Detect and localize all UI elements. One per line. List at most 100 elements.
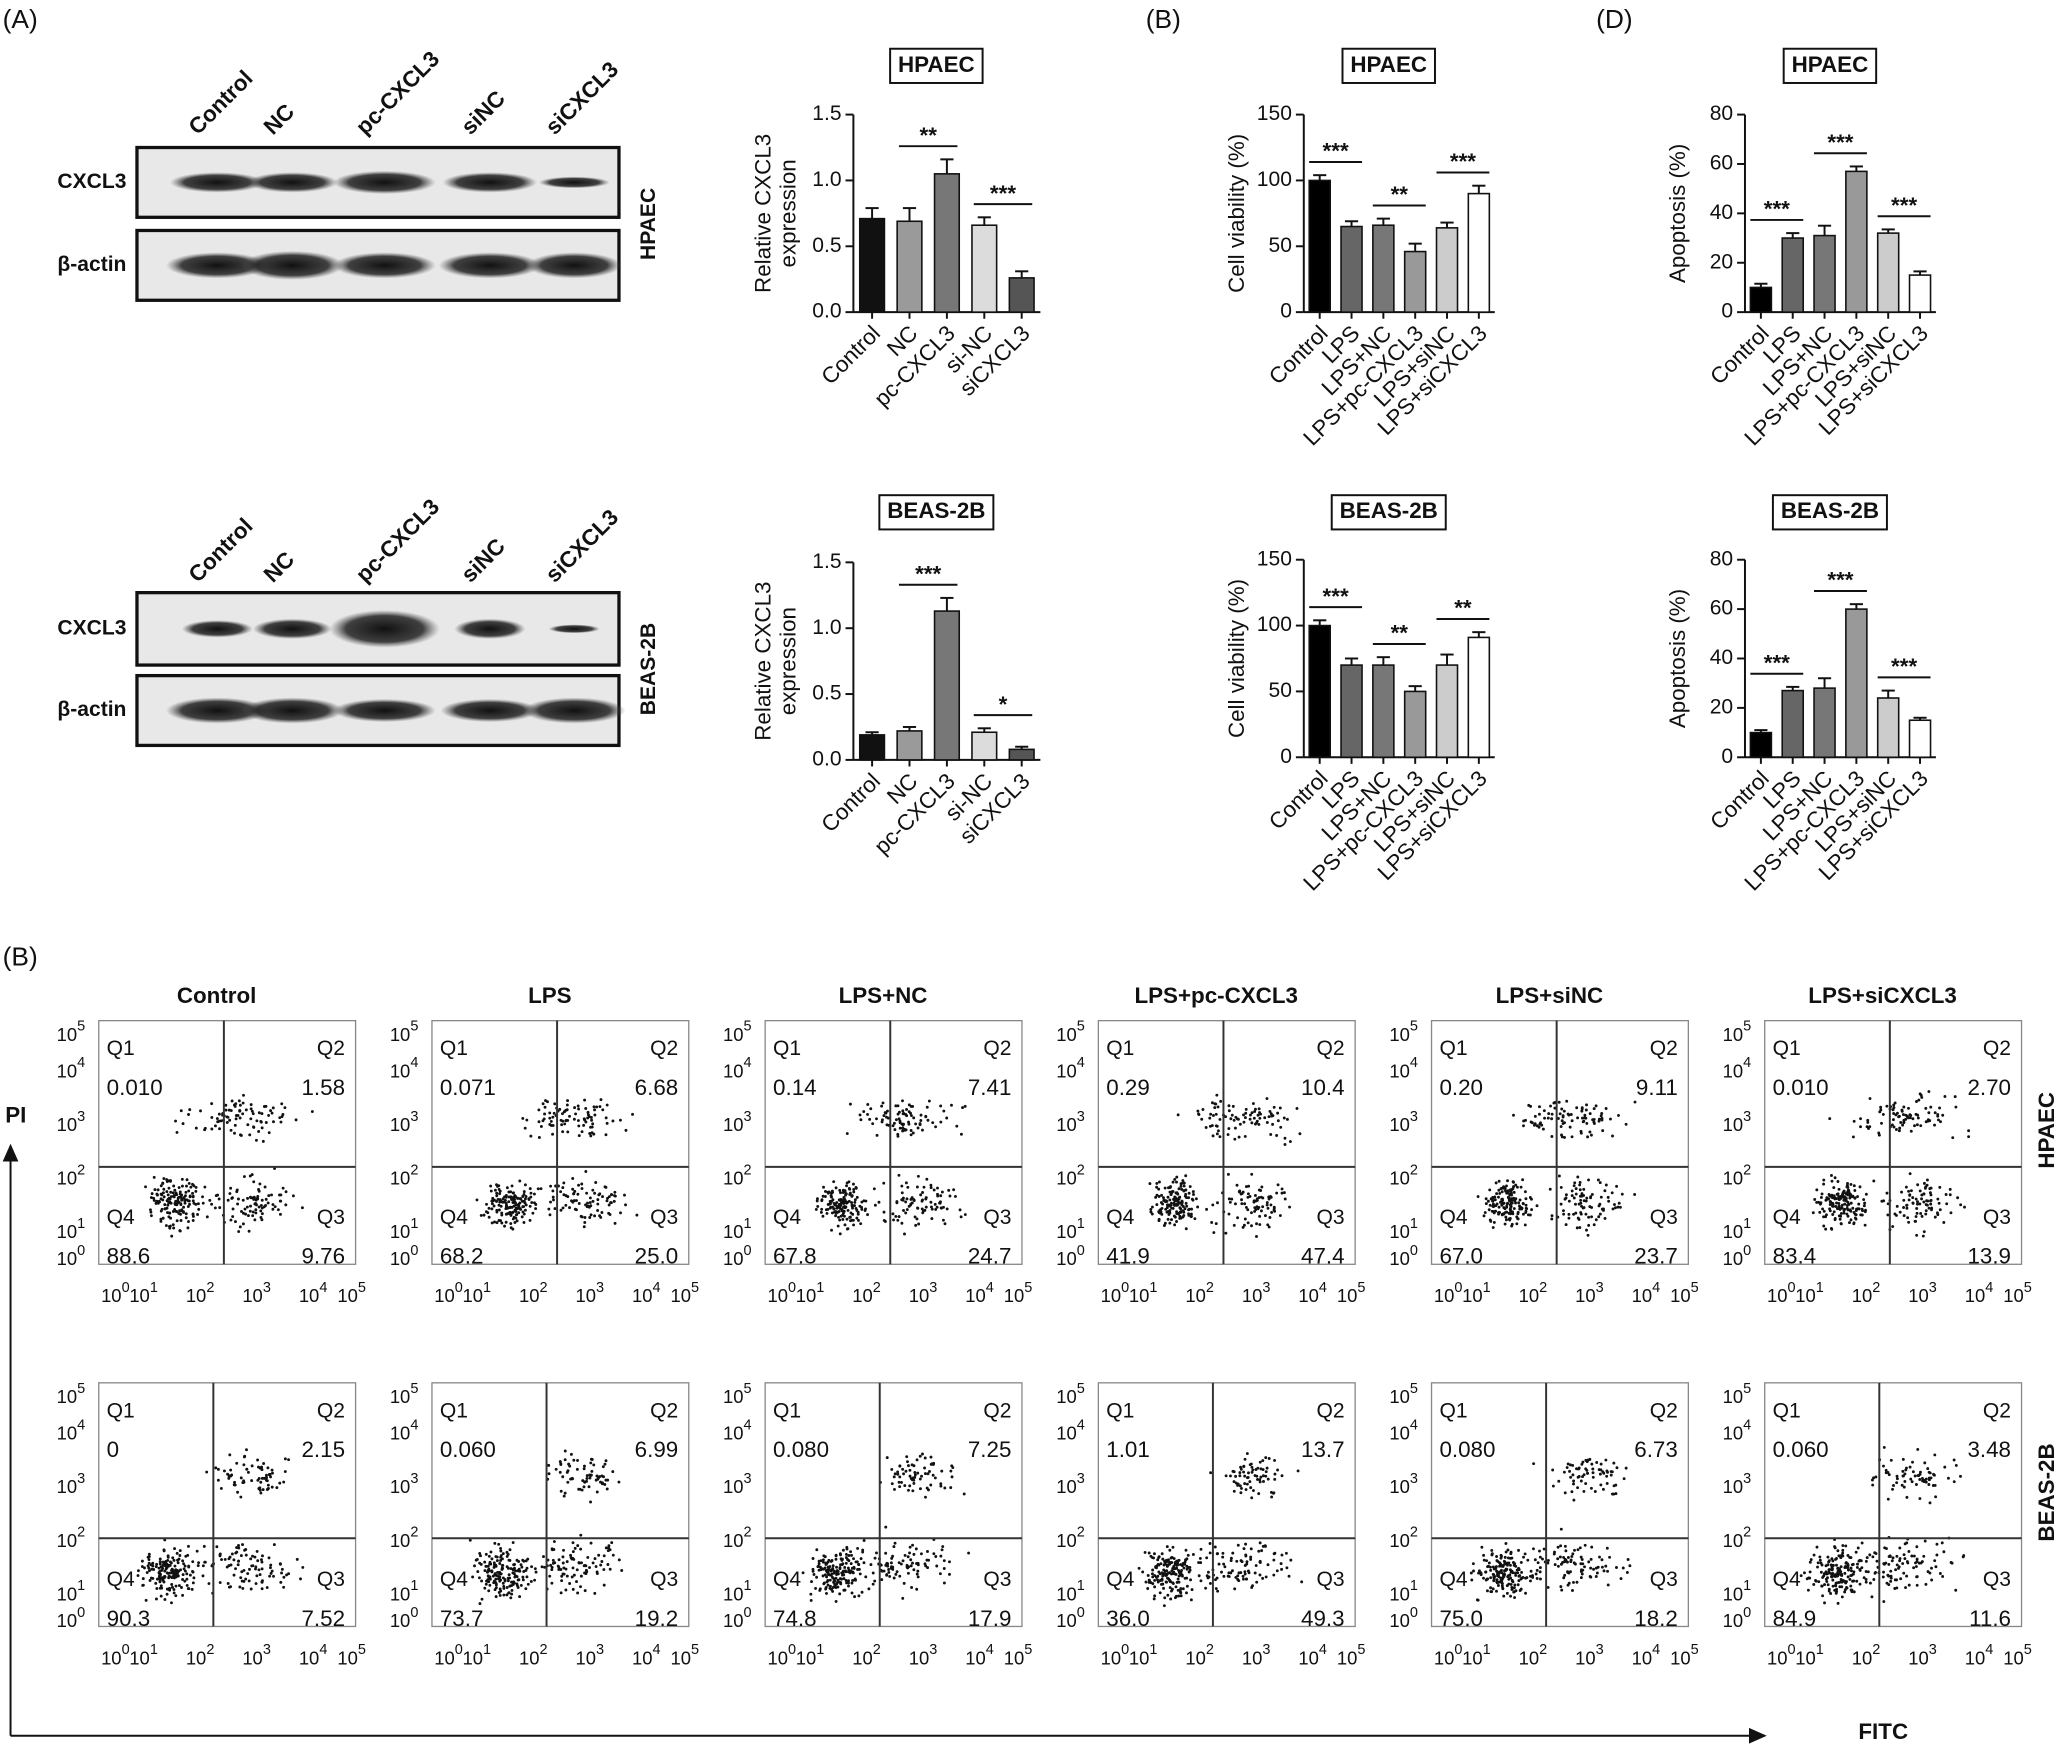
event-dot [1187,1191,1191,1195]
event-dot [225,1565,229,1569]
event-dot [908,1551,912,1555]
event-dot [529,1191,533,1195]
significance-label: * [999,692,1008,717]
event-dot [1168,1198,1172,1202]
event-dot [601,1465,605,1469]
event-dot [1210,1220,1214,1224]
event-dot [1885,1104,1889,1108]
event-dot [216,1120,220,1124]
event-dot [845,1132,849,1136]
event-dot [931,1121,935,1125]
event-dot [602,1568,606,1571]
significance-label: *** [1827,568,1853,593]
event-dot [1165,1564,1169,1568]
condition-label: LPS [528,983,572,1008]
tick-exponent: 1 [410,1216,418,1232]
event-dot [235,1461,239,1465]
event-dot [1146,1587,1150,1590]
tick-base: 10 [909,1647,930,1668]
event-dot [192,1184,196,1188]
event-dot [1853,1212,1857,1216]
event-dot [1588,1205,1592,1209]
event-dot [539,1187,543,1191]
event-dot [506,1206,510,1210]
y-tick-label: 104 [1389,1055,1418,1081]
event-dot [1487,1208,1491,1212]
event-dot [1492,1211,1496,1215]
event-dot [473,1564,476,1568]
event-dot [1838,1217,1842,1221]
event-dot [594,1478,598,1482]
event-dot [1892,1103,1896,1107]
event-dot [1841,1551,1845,1555]
blot-band [169,172,265,193]
event-dot [1610,1470,1614,1474]
event-dot [882,1181,886,1185]
event-dot [1506,1179,1509,1183]
event-dot [1500,1186,1504,1190]
event-dot [1611,1207,1615,1211]
event-dot [1227,1104,1231,1108]
event-dot [278,1116,282,1120]
lane-label: siNC [456,533,510,587]
event-dot [1610,1191,1614,1195]
event-dot [589,1213,593,1217]
tick-base: 10 [723,1530,744,1551]
y-tick-label: 1.5 [812,550,841,573]
tick-exponent: 1 [150,1280,158,1296]
event-dot [265,1476,268,1480]
title-box [1771,494,1888,531]
event-dot [1598,1472,1602,1476]
event-dot [1575,1226,1579,1230]
event-dot [260,1567,264,1571]
event-dot [269,1571,273,1575]
event-dot [1250,1465,1254,1469]
event-dot [249,1195,252,1199]
tick-exponent: 2 [744,1162,752,1178]
y-tick-label: 104 [1723,1055,1752,1081]
quadrant-label: Q4 [1106,1568,1134,1591]
event-dot [1570,1119,1574,1123]
event-dot [1172,1201,1176,1205]
tick-exponent: 0 [1788,1280,1796,1296]
event-dot [1565,1099,1569,1103]
event-dot [228,1555,232,1559]
event-dot [158,1560,162,1564]
event-dot [1954,1588,1958,1592]
event-dot [1585,1460,1589,1464]
tick-base: 10 [1723,1024,1744,1045]
event-dot [158,1562,162,1566]
significance-label: ** [1454,596,1472,621]
event-dot [1505,1191,1509,1195]
event-dot [834,1576,838,1580]
event-dot [1902,1553,1906,1557]
event-dot [1196,1109,1200,1113]
event-dot [201,1574,205,1578]
event-dot [923,1456,927,1460]
event-dot [827,1558,831,1562]
event-dot [1272,1105,1276,1109]
event-dot [1591,1471,1595,1475]
tick-exponent: 0 [744,1243,752,1259]
event-dot [595,1474,599,1478]
event-dot [262,1462,266,1465]
event-dot [521,1578,525,1582]
event-dot [487,1206,491,1210]
event-dot [264,1104,268,1108]
y-tick-label: 104 [57,1417,86,1443]
event-dot [1841,1544,1845,1547]
event-dot [825,1591,828,1595]
event-dot [1895,1481,1899,1485]
event-dot [1564,1196,1568,1200]
event-dot [1827,1589,1831,1593]
event-dot [1872,1476,1876,1480]
event-dot [278,1481,282,1485]
event-dot [601,1481,604,1485]
event-dot [1187,1212,1191,1216]
quadrant-label: Q1 [107,1037,135,1060]
event-dot [1169,1597,1173,1601]
event-dot [1503,1207,1507,1211]
tick-base: 10 [390,1060,411,1081]
event-dot [1243,1570,1247,1574]
